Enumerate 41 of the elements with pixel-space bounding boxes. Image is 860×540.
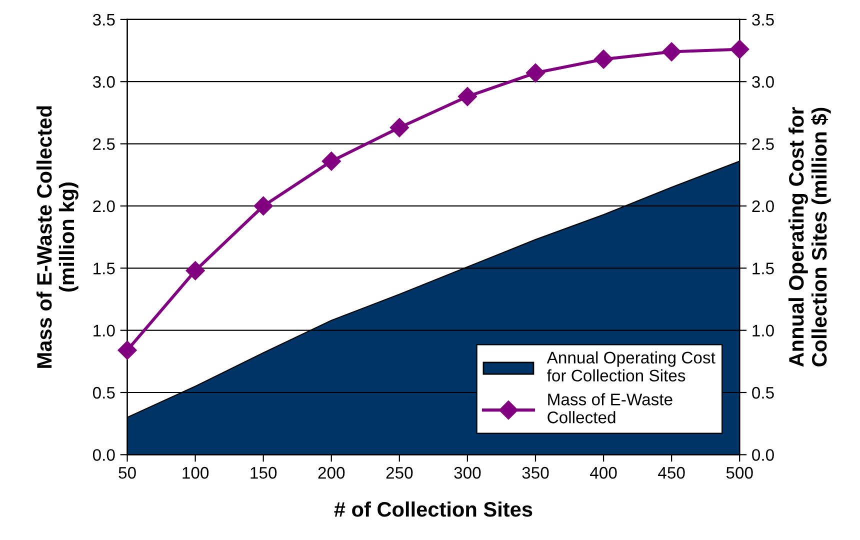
y2-tick-label: 2.0 <box>752 200 774 212</box>
point <box>186 261 205 280</box>
point <box>594 50 614 69</box>
y-axis-title: Mass of E-Waste Collected (million kg) <box>36 106 78 368</box>
x-axis-title: # of Collection Sites <box>334 501 532 517</box>
legend-label: Mass of E-Waste Collected <box>548 393 672 424</box>
y-tick-label: 1.5 <box>94 262 115 274</box>
point <box>458 87 477 106</box>
x-tick-label: 150 <box>250 466 277 479</box>
x-tick-label: 350 <box>522 466 549 479</box>
x-tick-label: 400 <box>590 466 617 479</box>
x-tick-label: 50 <box>118 466 136 479</box>
point <box>322 152 341 171</box>
y2-axis-title: Annual Operating Cost for Collection Sites (million $) <box>788 107 831 367</box>
point <box>730 40 750 59</box>
x-tick-label: 300 <box>454 466 481 479</box>
legend-label: Annual Operating Cost for Collection Sites <box>546 351 716 382</box>
point <box>118 340 137 360</box>
point <box>254 196 273 216</box>
y2-tick-label: 3.5 <box>752 14 774 26</box>
x-tick-label: 450 <box>658 466 685 479</box>
y-tick-label: 3.0 <box>92 76 115 88</box>
y2-tick-label: 1.0 <box>752 324 774 337</box>
y-tick-label: 0.5 <box>92 386 115 399</box>
y2-tick-label: 0.0 <box>752 449 774 461</box>
y-tick-label: 1.0 <box>94 324 115 337</box>
x-tick-label: 100 <box>182 466 209 479</box>
y2-tick-label: 1.5 <box>752 262 774 274</box>
y-tick-label: 2.0 <box>93 200 115 212</box>
y2-tick-label: 0.5 <box>752 386 774 399</box>
x-tick-label: 250 <box>386 466 413 479</box>
point <box>662 42 682 62</box>
y-tick-label: 2.5 <box>93 138 115 150</box>
point <box>526 63 546 82</box>
y-tick-label: 3.5 <box>92 14 115 26</box>
x-tick-label: 500 <box>726 466 753 479</box>
y-tick-label: 0.0 <box>92 449 115 461</box>
x-tick-label: 200 <box>318 466 345 479</box>
point <box>390 118 409 138</box>
y2-tick-label: 3.0 <box>752 76 774 88</box>
y2-tick-label: 2.5 <box>752 138 774 150</box>
